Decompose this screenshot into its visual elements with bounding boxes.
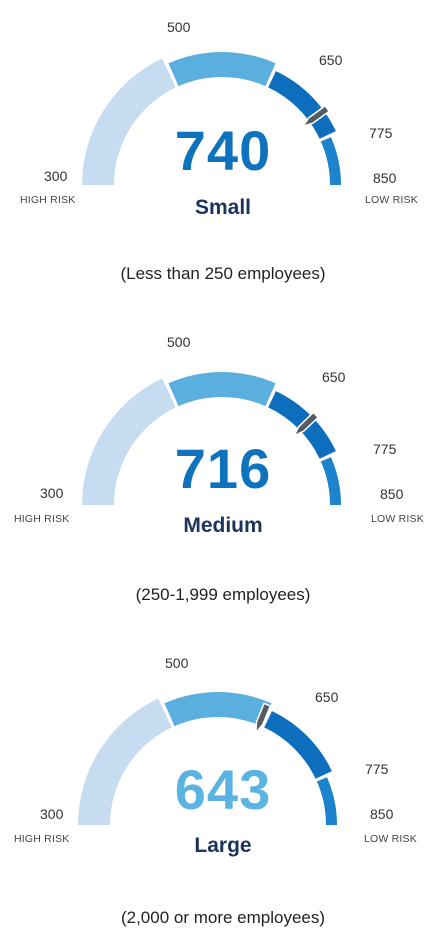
gauge-large: 300 500 650 775 850 HIGH RISK LOW RISK 6… (0, 640, 446, 940)
score-value: 740 (174, 119, 272, 182)
company-size-label: Medium (183, 514, 263, 537)
tick-label-650: 650 (319, 52, 343, 68)
gauge-medium: 300 500 650 775 850 HIGH RISK LOW RISK 7… (0, 320, 446, 620)
employee-range-caption: (Less than 250 employees) (120, 264, 326, 283)
low-risk-label: LOW RISK (365, 194, 418, 206)
gauge-segment-500-650 (164, 692, 272, 727)
gauge-small: 300 500 650 775 850 HIGH RISK LOW RISK 7… (0, 0, 446, 300)
high-risk-label: HIGH RISK (14, 513, 70, 525)
gauge-arc (82, 372, 341, 505)
employee-range-caption: (2,000 or more employees) (120, 908, 326, 927)
tick-label-500: 500 (167, 19, 191, 35)
tick-label-300: 300 (40, 806, 64, 822)
gauge-segment-650-775 (268, 71, 336, 139)
high-risk-label: HIGH RISK (14, 833, 70, 845)
gauge-segment-300-500 (82, 58, 176, 185)
score-value: 643 (174, 758, 272, 821)
score-needle (254, 702, 272, 735)
gauge-segment-300-500 (82, 378, 176, 505)
tick-label-850: 850 (380, 486, 404, 502)
gauge-arc (82, 51, 341, 185)
company-size-label: Small (194, 196, 252, 219)
gauge-segment-300-500 (78, 698, 172, 825)
gauge-segment-500-650 (168, 372, 276, 407)
employee-range-caption: (250-1,999 employees) (135, 585, 311, 604)
tick-label-500: 500 (167, 334, 191, 350)
gauge-segment-775-850 (320, 457, 341, 505)
gauge-segment-650-775 (264, 711, 332, 779)
tick-label-775: 775 (369, 125, 393, 141)
tick-label-850: 850 (370, 806, 394, 822)
tick-label-775: 775 (373, 441, 397, 457)
low-risk-label: LOW RISK (371, 513, 424, 525)
company-size-label: Large (194, 834, 252, 857)
gauge-arc (78, 692, 337, 825)
gauge-segment-775-850 (320, 137, 341, 185)
score-needle (292, 411, 320, 438)
low-risk-label: LOW RISK (364, 833, 417, 845)
tick-label-850: 850 (373, 170, 397, 186)
gauge-segment-500-650 (168, 51, 276, 87)
tick-label-300: 300 (44, 168, 68, 184)
gauge-segment-775-850 (316, 777, 337, 825)
tick-label-650: 650 (322, 369, 346, 385)
tick-label-775: 775 (365, 761, 389, 777)
tick-label-300: 300 (40, 485, 64, 501)
tick-label-500: 500 (165, 655, 189, 671)
tick-label-650: 650 (315, 689, 339, 705)
high-risk-label: HIGH RISK (20, 194, 76, 206)
score-value: 716 (174, 437, 272, 500)
score-needle (301, 104, 331, 128)
